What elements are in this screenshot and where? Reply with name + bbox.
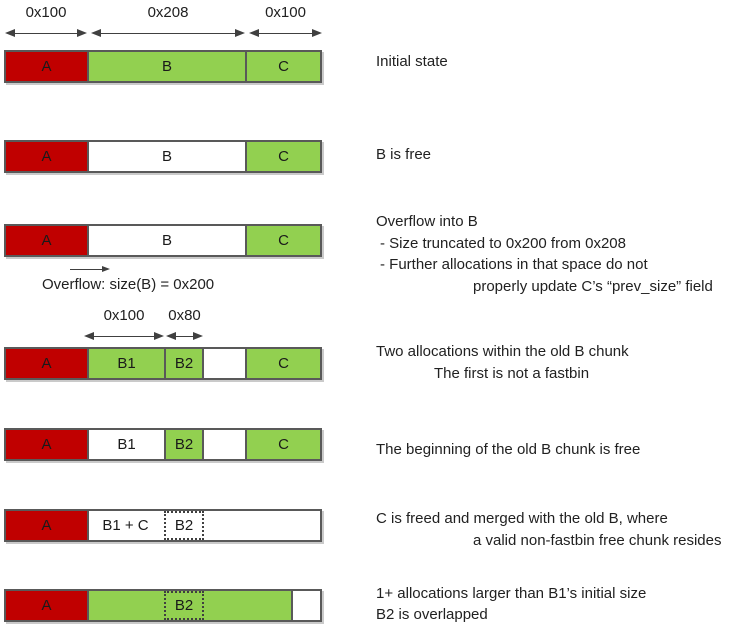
arrow-line bbox=[254, 33, 317, 34]
arrowhead-right-icon bbox=[312, 29, 322, 37]
arrow-line bbox=[10, 33, 82, 34]
size-arrow-0x100 bbox=[249, 29, 322, 38]
memory-bar-two-allocations-in-old-b: A B1 B2 C bbox=[4, 347, 322, 380]
chunk-label: C bbox=[278, 148, 289, 165]
size-label: 0x100 bbox=[103, 307, 145, 324]
annotation-c-freed-merged-line-1: C is freed and merged with the old B, wh… bbox=[376, 510, 668, 527]
chunk-b2: B2 bbox=[164, 430, 202, 459]
free-space-free bbox=[202, 430, 245, 459]
size-arrow-0x100 bbox=[5, 29, 87, 38]
arrowhead-right-icon bbox=[77, 29, 87, 37]
chunk-label: A bbox=[41, 355, 52, 372]
arrowhead-right-icon bbox=[235, 29, 245, 37]
size-label: 0x100 bbox=[265, 4, 306, 21]
chunk-a: A bbox=[6, 591, 87, 620]
size-arrow-0x80 bbox=[166, 332, 203, 341]
memory-bar-initial-state: A B C bbox=[4, 50, 322, 83]
chunk-a: A bbox=[6, 430, 87, 459]
free-space-free bbox=[87, 591, 291, 620]
chunk-label: B bbox=[161, 232, 172, 249]
chunk-a: A bbox=[6, 349, 87, 378]
memory-bar-beginning-of-old-b-free: A B1 B2 C bbox=[4, 428, 322, 461]
chunk-a: A bbox=[6, 142, 87, 171]
annotation-overflow-into-b-line-4: properly update C’s “prev_size” field bbox=[473, 277, 713, 295]
chunk-b: B bbox=[87, 226, 245, 255]
annotation-beginning-of-old-b-free-line-1: The beginning of the old B chunk is free bbox=[376, 441, 641, 458]
chunk-label: B2 bbox=[174, 436, 194, 453]
chunk-label: B2 bbox=[174, 355, 194, 372]
annotation-two-allocations-in-old-b-line-2: The first is not a fastbin bbox=[434, 365, 590, 382]
chunk-c: C bbox=[245, 226, 320, 255]
chunk-c: C bbox=[245, 52, 320, 81]
chunk-label: A bbox=[41, 232, 52, 249]
overlapped-chunk-outline: B2 bbox=[164, 511, 204, 540]
memory-bar-b-is-free: A B C bbox=[4, 140, 322, 173]
size-arrow-0x208 bbox=[91, 29, 245, 38]
annotation-initial-state-line-1: Initial state bbox=[376, 53, 448, 70]
chunk-b: B bbox=[87, 52, 245, 81]
chunk-label: C bbox=[278, 232, 289, 249]
merged-chunk-label: B1 + C bbox=[102, 517, 149, 534]
memory-bar-overflow-into-b: A B C bbox=[4, 224, 322, 257]
free-space-free bbox=[202, 349, 245, 378]
chunk-label: B bbox=[161, 148, 172, 165]
chunk-label: A bbox=[41, 597, 52, 614]
chunk-c: C bbox=[245, 142, 320, 171]
annotation-c-freed-merged-line-2: a valid non-fastbin free chunk resides bbox=[473, 532, 722, 549]
size-arrow-0x100 bbox=[84, 332, 164, 341]
chunk-b1: B1 bbox=[87, 430, 164, 459]
chunk-b1: B1 bbox=[87, 349, 164, 378]
annotation-overflow-into-b-line-2: - Size truncated to 0x200 from 0x208 bbox=[380, 234, 626, 252]
chunk-label: A bbox=[41, 148, 52, 165]
size-label: 0x100 bbox=[25, 4, 67, 21]
size-label: 0x208 bbox=[147, 4, 189, 21]
chunk-label: B1 bbox=[117, 355, 136, 372]
chunk-label: B1 bbox=[117, 436, 136, 453]
overlapped-chunk-outline: B2 bbox=[164, 591, 204, 620]
chunk-c: C bbox=[245, 349, 320, 378]
chunk-a: A bbox=[6, 511, 87, 540]
arrowhead-left-icon bbox=[166, 332, 176, 340]
annotation-two-allocations-in-old-b-line-1: Two allocations within the old B chunk bbox=[376, 343, 629, 360]
memory-bar-c-freed-merged: A B1 + C B2 bbox=[4, 509, 322, 542]
arrow-line bbox=[70, 269, 105, 270]
arrowhead-right-icon bbox=[154, 332, 164, 340]
chunk-label: C bbox=[278, 436, 289, 453]
arrow-line bbox=[89, 336, 159, 337]
chunk-label: A bbox=[41, 517, 52, 534]
chunk-label: B bbox=[161, 58, 172, 75]
annotation-b-is-free-line-1: B is free bbox=[376, 146, 432, 163]
overflow-arrow-icon bbox=[70, 265, 110, 274]
arrowhead-right-icon bbox=[193, 332, 203, 340]
chunk-label: C bbox=[278, 355, 289, 372]
arrowhead-right-icon bbox=[102, 266, 110, 272]
arrow-line bbox=[96, 33, 240, 34]
arrowhead-left-icon bbox=[91, 29, 101, 37]
annotation-overflow-into-b-line-1: Overflow into B bbox=[376, 213, 478, 230]
chunk-c: C bbox=[245, 430, 320, 459]
chunk-label: A bbox=[41, 436, 52, 453]
overflow-caption: Overflow: size(B) = 0x200 bbox=[42, 276, 215, 293]
annotation-b2-overlapped-line-1: 1+ allocations larger than B1’s initial … bbox=[376, 585, 647, 602]
annotation-overflow-into-b-line-3: - Further allocations in that space do n… bbox=[380, 256, 648, 273]
chunk-label: A bbox=[41, 58, 52, 75]
arrowhead-left-icon bbox=[84, 332, 94, 340]
size-label: 0x80 bbox=[168, 307, 201, 324]
memory-bar-b2-overlapped: A B2 bbox=[4, 589, 322, 622]
chunk-label: C bbox=[278, 58, 289, 75]
chunk-a: A bbox=[6, 226, 87, 255]
arrowhead-left-icon bbox=[5, 29, 15, 37]
annotation-b2-overlapped-line-2: B2 is overlapped bbox=[376, 606, 488, 623]
arrowhead-left-icon bbox=[249, 29, 259, 37]
chunk-a: A bbox=[6, 52, 87, 81]
chunk-b2: B2 bbox=[164, 349, 202, 378]
chunk-b: B bbox=[87, 142, 245, 171]
free-space-free bbox=[291, 591, 320, 620]
arrow-line bbox=[171, 336, 198, 337]
